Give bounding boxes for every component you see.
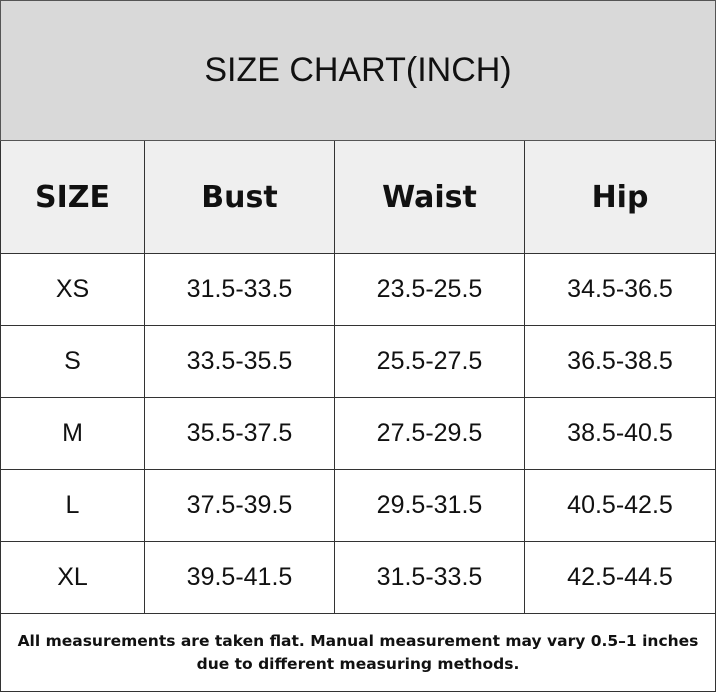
table-cell: M (0, 398, 145, 470)
table-cell: 23.5-25.5 (335, 254, 525, 326)
table-cell: 29.5-31.5 (335, 470, 525, 542)
table-cell: 40.5-42.5 (525, 470, 716, 542)
column-header: Bust (145, 141, 335, 254)
table-cell: XL (0, 542, 145, 614)
table-cell: 25.5-27.5 (335, 326, 525, 398)
table-cell: 34.5-36.5 (525, 254, 716, 326)
table-cell: 33.5-35.5 (145, 326, 335, 398)
chart-title: SIZE CHART(INCH) (0, 0, 716, 141)
table-cell: 36.5-38.5 (525, 326, 716, 398)
footer-note: All measurements are taken flat. Manual … (0, 614, 716, 692)
table-cell: S (0, 326, 145, 398)
table-cell: 27.5-29.5 (335, 398, 525, 470)
column-header: Hip (525, 141, 716, 254)
table-cell: 37.5-39.5 (145, 470, 335, 542)
table-cell: L (0, 470, 145, 542)
table-cell: 35.5-37.5 (145, 398, 335, 470)
table-cell: 38.5-40.5 (525, 398, 716, 470)
column-header: Waist (335, 141, 525, 254)
table-cell: 31.5-33.5 (145, 254, 335, 326)
table-cell: 42.5-44.5 (525, 542, 716, 614)
table-cell: 39.5-41.5 (145, 542, 335, 614)
column-header: SIZE (0, 141, 145, 254)
table-cell: XS (0, 254, 145, 326)
table-cell: 31.5-33.5 (335, 542, 525, 614)
